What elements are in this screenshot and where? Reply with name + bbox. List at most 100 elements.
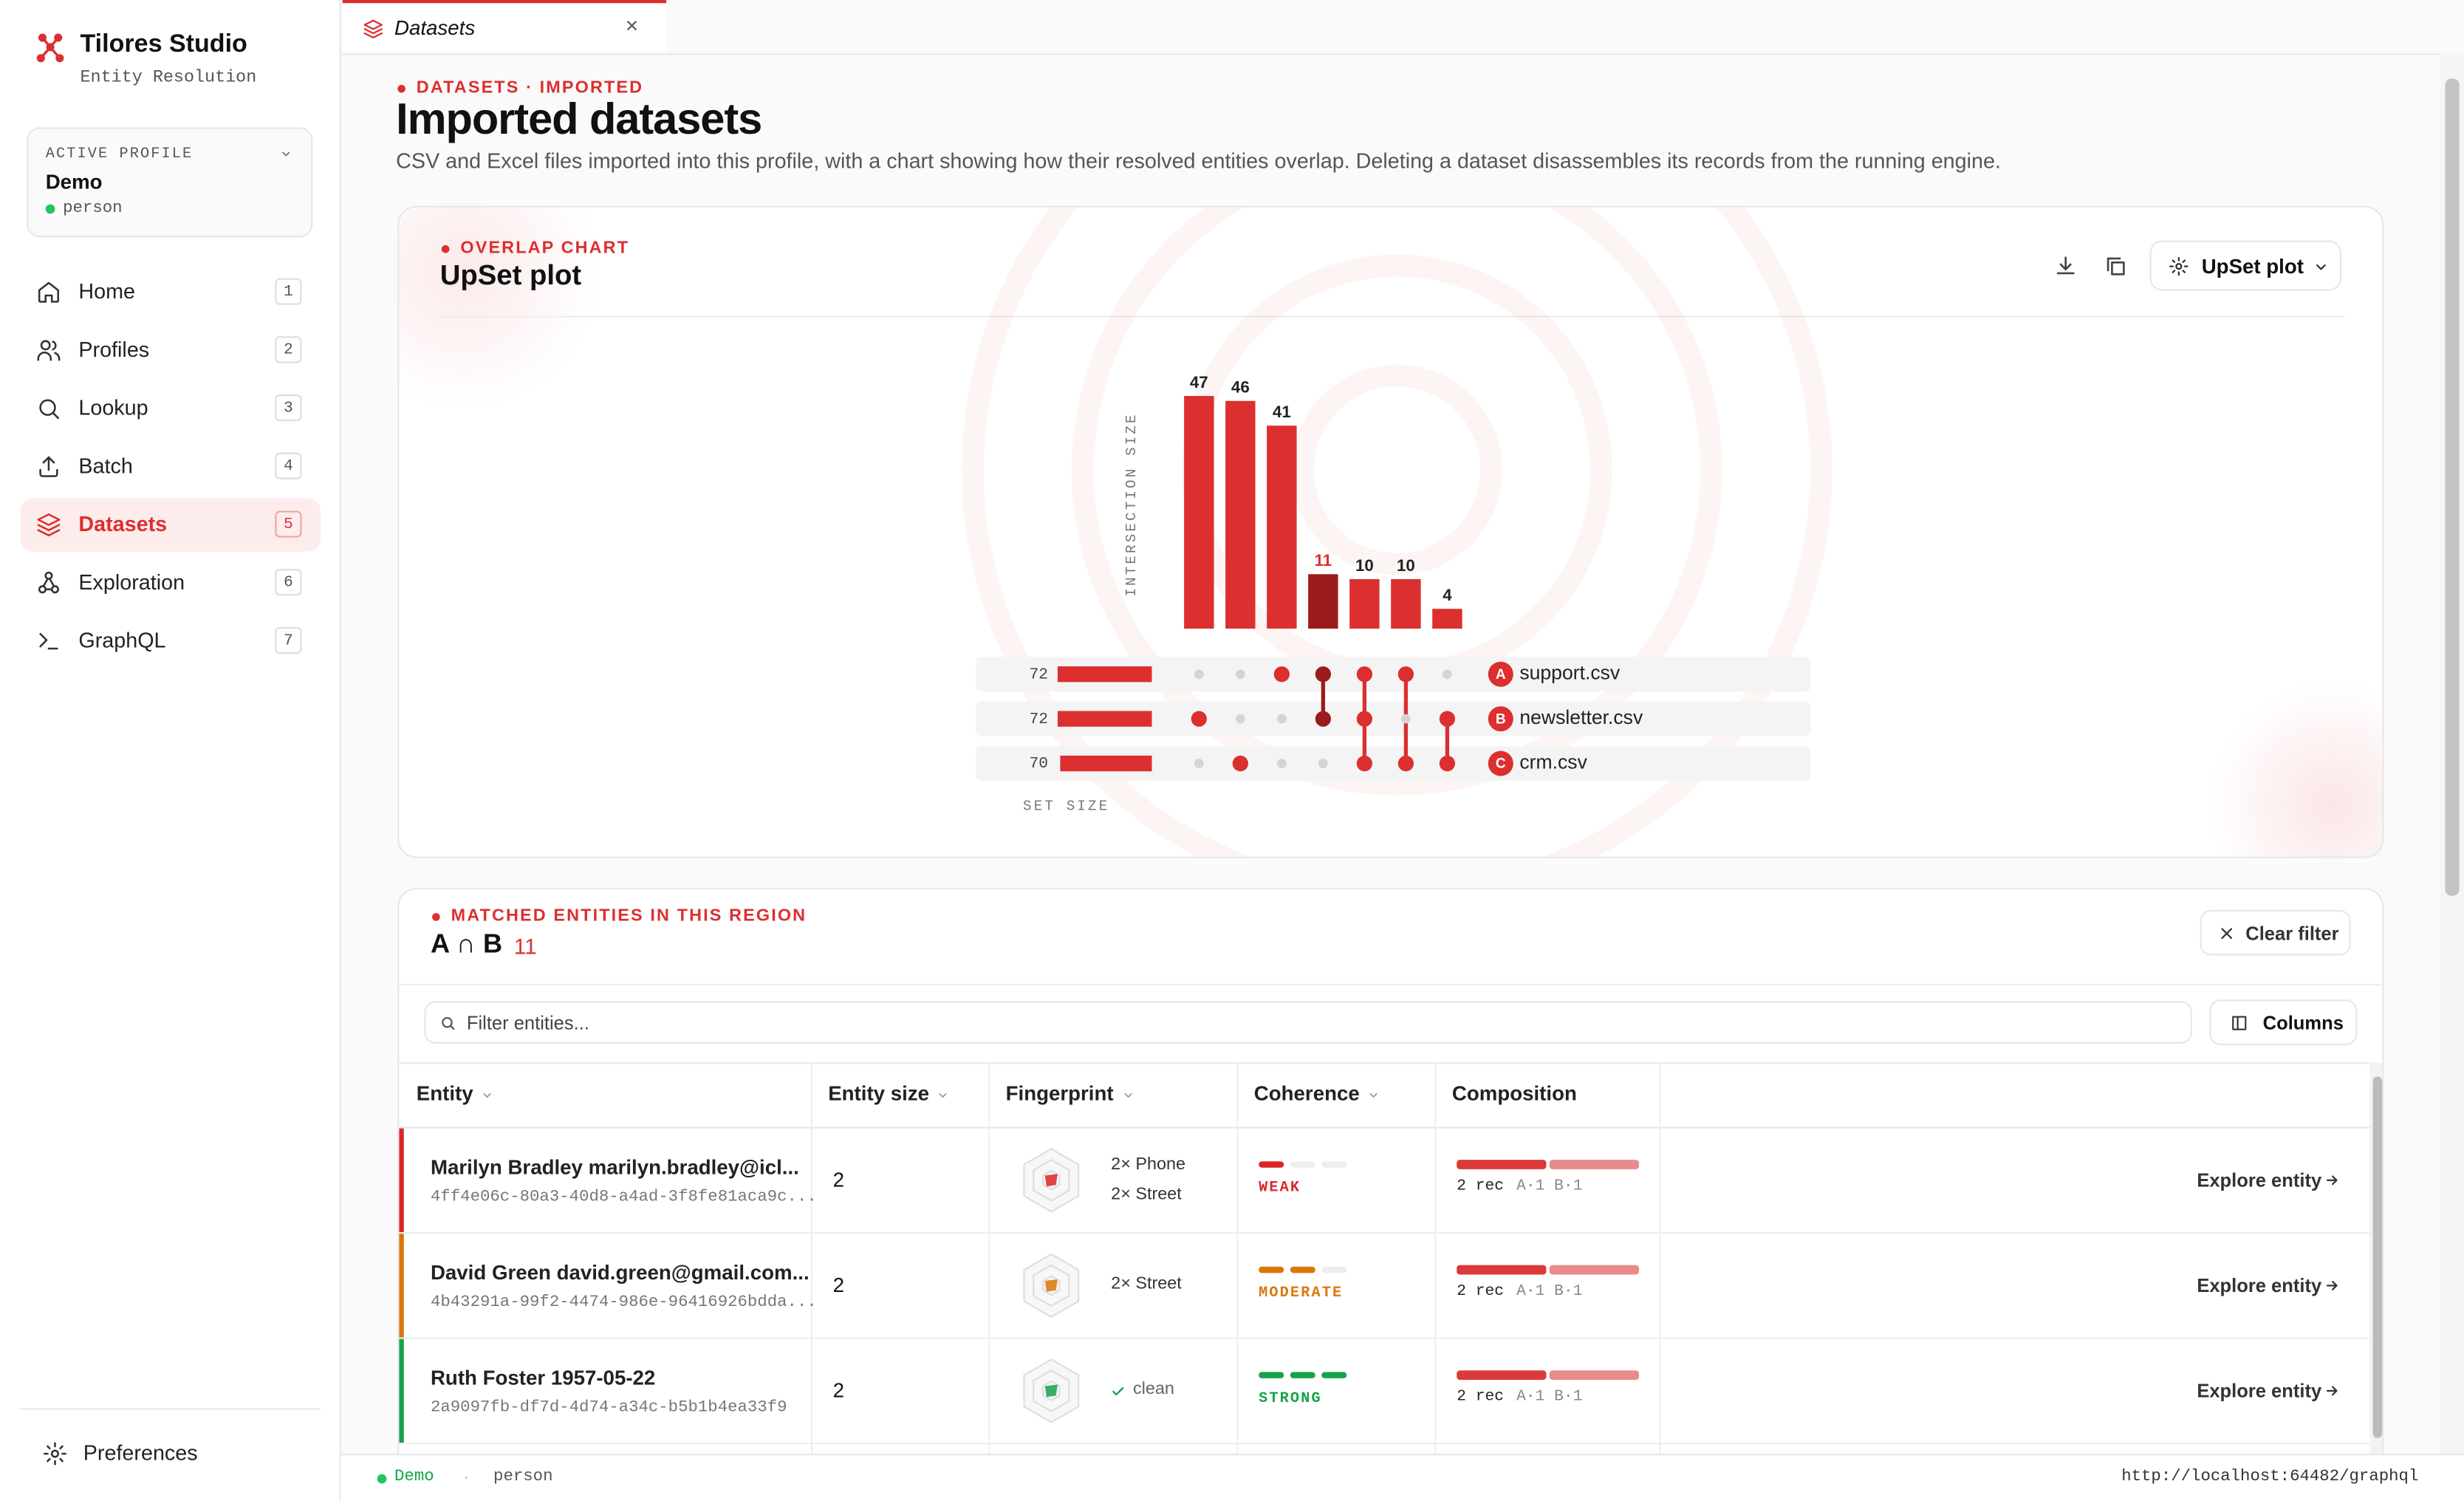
icon-path: [2059, 263, 2072, 270]
icon-path: [2232, 1016, 2247, 1030]
set-size-label: 70: [1030, 755, 1049, 773]
icon-path: [50, 1449, 59, 1458]
member-dot: [1397, 755, 1414, 772]
icon-path: [940, 1093, 948, 1098]
nav-item[interactable]: Home 1: [21, 266, 321, 319]
entity-name: Marilyn Bradley marilyn.bradley@icl...: [430, 1155, 799, 1179]
set-letter: B: [1496, 711, 1506, 727]
nav-item[interactable]: Exploration 6: [21, 556, 321, 609]
icon: [2326, 1280, 2338, 1290]
icon-path: [1112, 1387, 1124, 1396]
set-size-label: 72: [1030, 666, 1049, 683]
icon-path: [449, 1025, 455, 1030]
nav-item[interactable]: Profiles 2: [21, 324, 321, 377]
set-name: crm.csv: [1519, 751, 1587, 773]
page-title: Imported datasets: [396, 94, 762, 143]
page-eyebrow: DATASETS · IMPORTED: [416, 78, 644, 98]
download-button[interactable]: [2054, 255, 2078, 278]
match-count: 11: [513, 933, 537, 959]
intersection-bar: [1391, 579, 1421, 629]
column-header[interactable]: Fingerprint: [1005, 1081, 1114, 1105]
composition-bar-a: [1457, 1370, 1547, 1380]
composition-bar-b: [1549, 1265, 1640, 1275]
clear-filter-button[interactable]: Clear filter: [2200, 909, 2351, 956]
set-size-bar: [1060, 755, 1152, 772]
nav-label: Datasets: [78, 512, 168, 536]
intersection-bar: [1267, 425, 1297, 629]
column-header[interactable]: Entity: [416, 1081, 473, 1105]
set-letter: A: [1496, 667, 1506, 683]
nav-shortcut: 5: [275, 510, 302, 538]
explore-entity-link[interactable]: Explore entity: [2197, 1274, 2322, 1297]
explore-entity-link[interactable]: Explore entity: [2197, 1169, 2322, 1191]
row-stripe: [399, 1128, 404, 1232]
member-dot: [1191, 711, 1207, 727]
icon-path: [39, 468, 58, 477]
icon-path: [50, 585, 59, 594]
set-badge: [1488, 661, 1513, 687]
set-name: newsletter.csv: [1519, 706, 1643, 728]
chart-selector[interactable]: UpSet plot: [2149, 240, 2342, 291]
set-badge: [1488, 750, 1513, 776]
table-row: Marilyn Bradley marilyn.bradley@icl... 4f…: [399, 1128, 2370, 1234]
icon-path: [38, 585, 47, 594]
icon-path: [483, 1093, 491, 1098]
icon: [39, 399, 59, 420]
tab-close[interactable]: ×: [625, 13, 639, 38]
icon: [2326, 1386, 2338, 1396]
bar-label: 11: [1315, 551, 1332, 570]
column-header[interactable]: Coherence: [1253, 1081, 1360, 1105]
status-dot: [377, 1474, 387, 1484]
set-size-label: 72: [1030, 711, 1049, 728]
entity-size: 2: [832, 1167, 844, 1191]
coherence-empty: [1321, 1266, 1347, 1273]
page-scroll-thumb: [2445, 78, 2460, 896]
column-header: Composition: [1451, 1081, 1577, 1105]
x-axis-label: SET SIZE: [1023, 798, 1109, 814]
columns-button[interactable]: Columns: [2209, 999, 2358, 1045]
nav-item[interactable]: GraphQL 7: [21, 615, 321, 668]
icon: [37, 340, 61, 361]
copy-button[interactable]: [2104, 255, 2128, 278]
icon: [2326, 1175, 2338, 1186]
table-header: [399, 1062, 2370, 1129]
glyph-ring: [1042, 1380, 1061, 1401]
member-dot: [1439, 755, 1456, 772]
column-divider: [1659, 1062, 1661, 1454]
explore-entity-link[interactable]: Explore entity: [2197, 1379, 2322, 1402]
coherence-segment: [1290, 1372, 1315, 1378]
bar-label: 46: [1231, 378, 1250, 397]
icon: [38, 281, 59, 303]
column-divider: [1236, 1062, 1239, 1454]
icon: [38, 571, 59, 594]
entity-name: David Green david.green@gmail.com...: [430, 1260, 810, 1285]
empty-dot: [1194, 669, 1204, 680]
row-stripe: [399, 1338, 404, 1443]
set-badge: [1488, 706, 1513, 732]
icon-path: [44, 1442, 66, 1466]
profile-card[interactable]: ACTIVE PROFILE Demo person: [27, 127, 313, 238]
empty-dot: [1276, 714, 1287, 724]
nav-item[interactable]: Batch 4: [21, 440, 321, 493]
filter-input[interactable]: Filter entities...: [424, 1001, 2192, 1044]
icon-path: [37, 529, 61, 537]
sort-icon: [1369, 1093, 1378, 1098]
nav-label: Profiles: [78, 338, 150, 362]
column-header[interactable]: Entity size: [828, 1081, 930, 1105]
chart-eyebrow: OVERLAP CHART: [460, 239, 630, 258]
backdrop-ring: [1072, 207, 1722, 796]
icon-path: [44, 571, 53, 580]
tab[interactable]: Datasets ×: [342, 0, 667, 52]
preferences-link[interactable]: Preferences: [83, 1440, 198, 1465]
glyph-core: [1044, 1279, 1058, 1292]
coherence-label: STRONG: [1259, 1389, 1322, 1407]
nav-item[interactable]: Datasets 5: [20, 498, 321, 552]
icon-path: [2107, 257, 2121, 272]
row-stripe: [399, 1234, 404, 1338]
icon: [44, 1442, 66, 1466]
member-dot: [1315, 711, 1332, 727]
matrix-row: [976, 746, 1810, 781]
nav-item[interactable]: Lookup 3: [21, 382, 321, 435]
icon-path: [37, 352, 52, 361]
